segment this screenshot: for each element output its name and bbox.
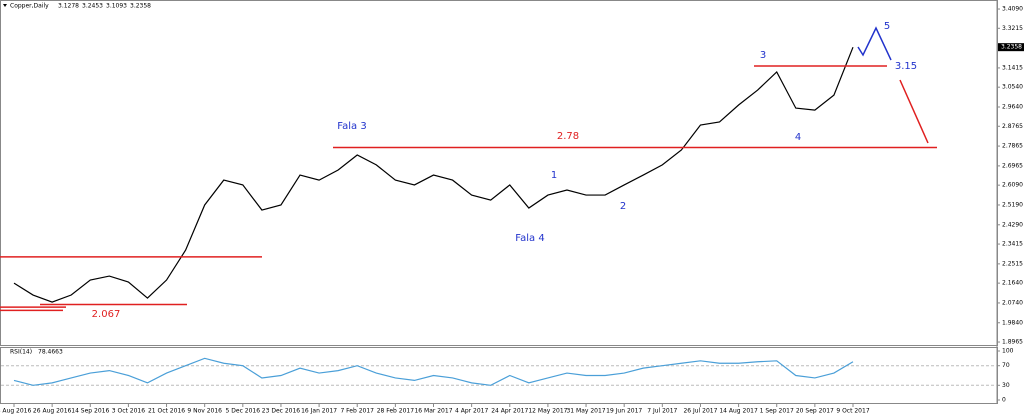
ohlc-value: 3.2358 bbox=[130, 3, 151, 10]
rsi-tick-label: 100 bbox=[1002, 348, 1014, 355]
x-tick-label: 8 Aug 2016 bbox=[0, 408, 31, 415]
y-tick-label: 2.6090 bbox=[1002, 182, 1023, 189]
wave-projection bbox=[857, 26, 892, 61]
x-tick-label: 14 Aug 2017 bbox=[719, 408, 758, 415]
menu-arrow bbox=[3, 4, 7, 7]
price-frame bbox=[0, 0, 998, 346]
x-tick-label: 9 Oct 2017 bbox=[836, 408, 869, 415]
y-tick-label: 3.3215 bbox=[1002, 25, 1023, 32]
rsi-frame bbox=[0, 347, 998, 404]
ohlc-value: 3.2453 bbox=[82, 3, 103, 10]
rsi-line bbox=[13, 357, 854, 386]
y-tick-label: 2.7865 bbox=[1002, 143, 1023, 150]
price-tag-label: 3.2358 bbox=[1001, 44, 1022, 51]
x-tick-label: 16 Jan 2017 bbox=[301, 408, 337, 415]
wave-label: Fala 4 bbox=[515, 233, 544, 244]
y-tick-label: 2.3415 bbox=[1002, 241, 1023, 248]
ohlc-value: 3.1093 bbox=[106, 3, 127, 10]
y-tick-label: 3.4090 bbox=[1002, 6, 1023, 13]
price-line bbox=[13, 46, 854, 303]
wave-label: Fala 3 bbox=[337, 121, 366, 132]
y-tick-label: 2.9640 bbox=[1002, 104, 1023, 111]
y-tick-label: 2.8765 bbox=[1002, 123, 1023, 130]
x-tick-label: 21 Oct 2016 bbox=[148, 408, 185, 415]
x-tick-label: 3 Oct 2016 bbox=[112, 408, 145, 415]
x-tick-label: 7 Jul 2017 bbox=[647, 408, 677, 415]
x-tick-label: 19 Jun 2017 bbox=[606, 408, 642, 415]
y-tick-label: 2.0740 bbox=[1002, 299, 1023, 306]
x-tick-label: 16 Mar 2017 bbox=[414, 408, 452, 415]
y-tick-label: 1.9840 bbox=[1002, 319, 1023, 326]
rsi-current: 78.4663 bbox=[38, 349, 63, 356]
y-tick-label: 3.0540 bbox=[1002, 84, 1023, 91]
y-tick-label: 3.1415 bbox=[1002, 64, 1023, 71]
x-tick-label: 24 Apr 2017 bbox=[491, 408, 528, 415]
rsi-tick-label: 30 bbox=[1002, 382, 1010, 389]
ohlc-value: 3.1278 bbox=[58, 3, 79, 10]
x-tick-label: 9 Nov 2016 bbox=[187, 408, 222, 415]
x-tick-label: 12 May 2017 bbox=[528, 408, 567, 415]
wave-label: 3 bbox=[760, 50, 766, 61]
x-tick-label: 31 May 2017 bbox=[566, 408, 605, 415]
y-tick-label: 2.2515 bbox=[1002, 260, 1023, 267]
x-tick-label: 7 Feb 2017 bbox=[340, 408, 374, 415]
x-tick-label: 20 Sep 2017 bbox=[796, 408, 834, 415]
rsi-tick-label: 0 bbox=[1002, 397, 1006, 404]
level-label: 2.067 bbox=[92, 309, 121, 320]
symbol-title: Copper,Daily bbox=[10, 3, 49, 10]
wave-label: 2 bbox=[620, 201, 626, 212]
level-label: 2.78 bbox=[557, 131, 579, 142]
y-tick-label: 2.6965 bbox=[1002, 162, 1023, 169]
level-label: 3.15 bbox=[895, 61, 917, 72]
x-tick-label: 1 Sep 2017 bbox=[760, 408, 794, 415]
rsi-tick-label: 70 bbox=[1002, 362, 1010, 369]
correction-projection bbox=[899, 79, 929, 144]
y-tick-label: 2.5190 bbox=[1002, 201, 1023, 208]
x-tick-label: 4 Apr 2017 bbox=[455, 408, 488, 415]
y-tick-label: 2.1640 bbox=[1002, 280, 1023, 287]
wave-label: 1 bbox=[551, 170, 557, 181]
x-tick-label: 26 Aug 2016 bbox=[33, 408, 72, 415]
x-tick-label: 28 Feb 2017 bbox=[377, 408, 415, 415]
x-tick-label: 14 Sep 2016 bbox=[71, 408, 109, 415]
x-tick-label: 5 Dec 2016 bbox=[226, 408, 261, 415]
price-tag bbox=[998, 43, 1024, 52]
y-tick-label: 2.4290 bbox=[1002, 221, 1023, 228]
rsi-title: RSI(14) bbox=[10, 349, 32, 356]
wave-label: 4 bbox=[795, 132, 801, 143]
y-tick-label: 1.8965 bbox=[1002, 339, 1023, 346]
x-tick-label: 26 Jul 2017 bbox=[683, 408, 717, 415]
wave-label: 5 bbox=[884, 21, 890, 32]
x-tick-label: 23 Dec 2016 bbox=[262, 408, 301, 415]
